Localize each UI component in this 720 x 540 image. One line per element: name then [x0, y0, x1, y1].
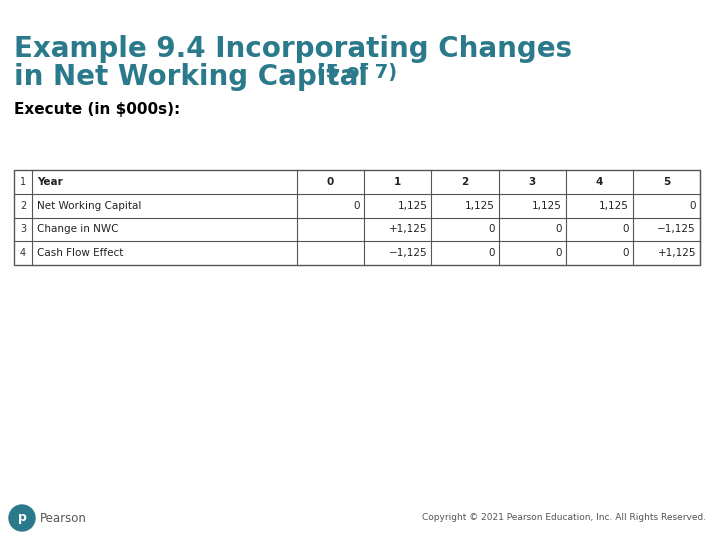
Text: 1,125: 1,125 — [397, 201, 428, 211]
Text: 4: 4 — [20, 248, 26, 258]
Text: Cash Flow Effect: Cash Flow Effect — [37, 248, 123, 258]
Text: +1,125: +1,125 — [389, 225, 428, 234]
Text: 4: 4 — [595, 177, 603, 187]
Text: 1: 1 — [20, 177, 26, 187]
Text: 2: 2 — [20, 201, 26, 211]
Text: Year: Year — [37, 177, 63, 187]
Text: 1,125: 1,125 — [599, 201, 629, 211]
Text: 1,125: 1,125 — [532, 201, 562, 211]
Text: 3: 3 — [528, 177, 536, 187]
Text: Execute (in $000s):: Execute (in $000s): — [14, 102, 180, 117]
Text: 0: 0 — [690, 201, 696, 211]
Text: 0: 0 — [488, 225, 495, 234]
Text: (5 of 7): (5 of 7) — [310, 63, 397, 82]
Text: 1,125: 1,125 — [464, 201, 495, 211]
Text: −1,125: −1,125 — [657, 225, 696, 234]
Text: Example 9.4 Incorporating Changes: Example 9.4 Incorporating Changes — [14, 35, 572, 63]
Text: in Net Working Capital: in Net Working Capital — [14, 63, 368, 91]
Text: 0: 0 — [354, 201, 360, 211]
Text: Change in NWC: Change in NWC — [37, 225, 119, 234]
Text: 3: 3 — [20, 225, 26, 234]
Text: 0: 0 — [622, 225, 629, 234]
Text: 5: 5 — [663, 177, 670, 187]
Text: 1: 1 — [394, 177, 401, 187]
Text: p: p — [17, 511, 27, 524]
Text: +1,125: +1,125 — [657, 248, 696, 258]
Text: −1,125: −1,125 — [389, 248, 428, 258]
Text: 0: 0 — [622, 248, 629, 258]
Text: 0: 0 — [555, 225, 562, 234]
Bar — [14, 170, 700, 265]
Text: 0: 0 — [555, 248, 562, 258]
Text: 0: 0 — [488, 248, 495, 258]
Text: Copyright © 2021 Pearson Education, Inc. All Rights Reserved.: Copyright © 2021 Pearson Education, Inc.… — [422, 514, 706, 523]
Text: 0: 0 — [327, 177, 334, 187]
Text: Net Working Capital: Net Working Capital — [37, 201, 141, 211]
Text: 2: 2 — [462, 177, 469, 187]
Text: Pearson: Pearson — [40, 511, 87, 524]
Circle shape — [9, 505, 35, 531]
